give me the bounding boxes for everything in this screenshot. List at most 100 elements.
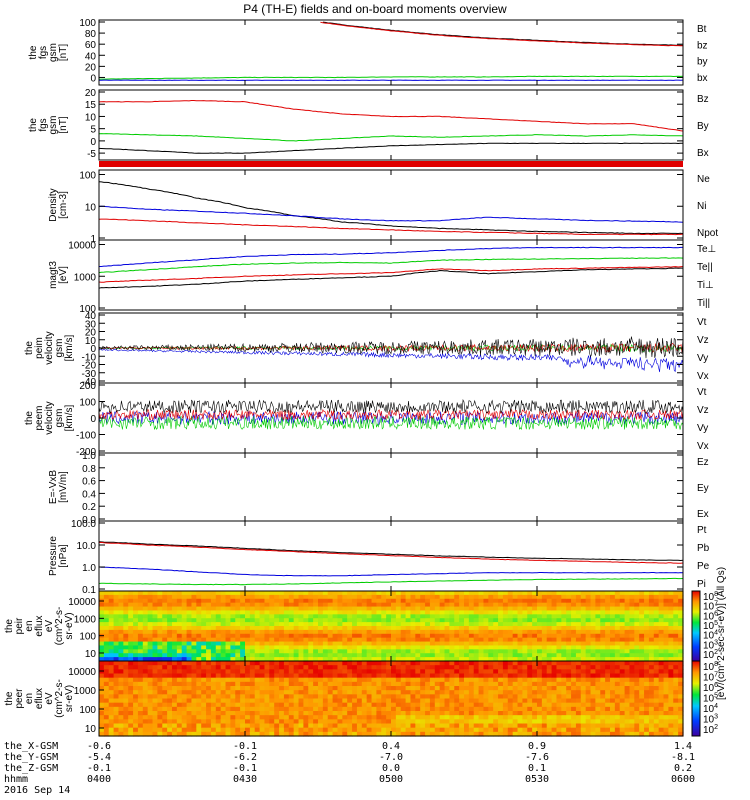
spectrogram-cell (332, 606, 339, 612)
spectrogram-cell (532, 602, 538, 608)
spectrogram-cell (575, 653, 582, 658)
spectrogram-cell (254, 618, 261, 623)
spectrogram-cell (537, 614, 543, 619)
spectrogram-cell (274, 690, 280, 695)
spectrogram-cell (128, 657, 134, 662)
spectrogram-cell (186, 649, 193, 654)
spectrogram-cell (210, 649, 217, 654)
spectrogram-cell (610, 731, 616, 737)
spectrogram-cell (108, 606, 115, 612)
spectrogram-cell (249, 622, 256, 627)
spectrogram-cell (454, 681, 460, 687)
spectrogram-cell (673, 665, 679, 670)
spectrogram-cell (133, 594, 139, 600)
spectrogram-cell (293, 686, 300, 691)
spectrogram-cell (366, 723, 373, 729)
spectrogram-cell (600, 622, 606, 627)
spectrogram-cell (449, 591, 455, 596)
spectrogram-cell (425, 690, 431, 695)
spectrogram-cell (191, 594, 197, 600)
spectrogram-cell (629, 653, 635, 658)
spectrogram-cell (337, 669, 343, 675)
spectrogram-cell (167, 673, 173, 679)
spectrogram-cell (561, 594, 567, 600)
spectrogram-cell (629, 618, 635, 623)
spectrogram-cell (498, 622, 504, 627)
spectrogram-cell (113, 711, 120, 716)
spectrogram-cell (439, 723, 446, 729)
spectrogram-cell (605, 731, 611, 737)
spectrogram-cell (376, 706, 382, 712)
spectrogram-cell (673, 681, 679, 687)
spectrogram-cell (580, 706, 587, 712)
spectrogram-cell (337, 698, 343, 704)
spectrogram-cell (172, 649, 178, 654)
spectrogram-cell (653, 681, 660, 687)
spectrogram-cell (356, 681, 363, 687)
spectrogram-cell (488, 719, 494, 725)
spectrogram-cell (405, 618, 412, 623)
spectrogram-cell (468, 669, 475, 675)
spectrogram-cell (580, 606, 587, 612)
spectrogram-cell (225, 677, 231, 683)
series-line-Bt (322, 21, 684, 46)
spectrogram-cell (142, 681, 149, 687)
spectrogram-cell (215, 594, 222, 600)
spectrogram-cell (167, 677, 173, 683)
spectrogram-cell (575, 657, 582, 662)
spectrogram-cell (653, 690, 660, 695)
spectrogram-cell (512, 594, 519, 600)
spectrogram-cell (240, 694, 246, 700)
spectrogram-cell (133, 731, 139, 737)
spectrogram-cell (541, 591, 548, 596)
spectrogram-cell (595, 618, 601, 623)
spectrogram-cell (648, 657, 655, 662)
spectrogram-cell (673, 661, 679, 666)
spectrogram-cell (439, 629, 446, 635)
spectrogram-cell (483, 702, 489, 708)
spectrogram-cell (512, 653, 519, 658)
spectrogram-cell (507, 719, 514, 725)
spectrogram-cell (167, 657, 173, 662)
spectrogram-cell (274, 711, 280, 716)
spectrogram-cell (167, 622, 173, 627)
spectrogram-cell (400, 665, 407, 670)
spectrogram-cell (181, 673, 188, 679)
spectrogram-cell (575, 702, 582, 708)
colorbar-tick-label: 104 (703, 703, 718, 715)
spectrogram-cell (488, 661, 494, 666)
spectrogram-cell (566, 731, 572, 737)
spectrogram-cell (332, 610, 339, 615)
spectrogram-cell (468, 698, 475, 704)
spectrogram-cell (386, 653, 392, 658)
spectrogram-cell (595, 686, 601, 691)
spectrogram-cell (279, 681, 285, 687)
spectrogram-cell (191, 690, 197, 695)
y-axis-label: the (24, 411, 35, 425)
spectrogram-cell (566, 618, 572, 623)
spectrogram-cell (206, 626, 212, 631)
spectrogram-cell (600, 681, 606, 687)
spectrogram-cell (678, 633, 684, 639)
spectrogram-cell (561, 657, 567, 662)
spectrogram-cell (103, 669, 110, 675)
spectrogram-cell (162, 706, 168, 712)
spectrogram-cell (245, 641, 251, 647)
spectrogram-cell (108, 727, 115, 733)
spectrogram-cell (561, 591, 567, 596)
spectrogram-cell (405, 653, 412, 658)
spectrogram-cell (327, 686, 334, 691)
spectrogram-cell (142, 614, 149, 619)
spectrogram-cell (619, 673, 626, 679)
spectrogram-cell (522, 677, 528, 683)
spectrogram-cell (551, 669, 558, 675)
spectrogram-cell (658, 641, 665, 647)
spectrogram-cell (522, 633, 528, 639)
spectrogram-cell (410, 677, 416, 683)
spectrogram-cell (386, 686, 392, 691)
spectrogram-cell (551, 731, 558, 737)
y-axis-label: [km/s] (64, 404, 75, 431)
spectrogram-cell (347, 594, 353, 600)
spectrogram-cell (356, 715, 363, 720)
